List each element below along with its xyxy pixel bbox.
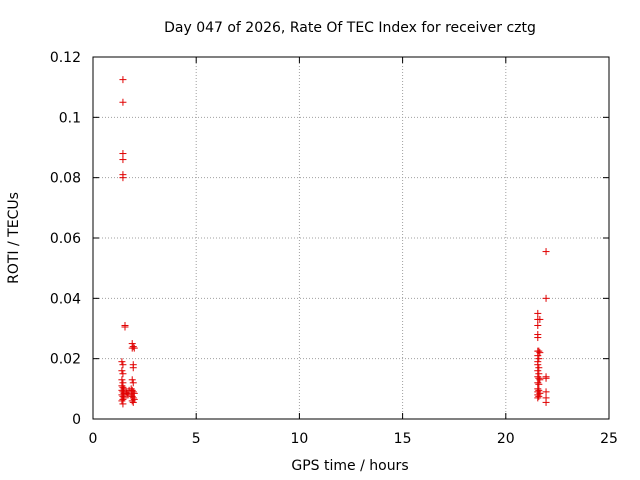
data-point bbox=[121, 323, 129, 331]
x-tick-label: 20 bbox=[497, 431, 515, 447]
y-tick-label: 0.04 bbox=[50, 291, 81, 307]
data-point bbox=[534, 352, 542, 360]
data-points bbox=[118, 76, 550, 408]
data-point bbox=[534, 379, 542, 387]
data-point bbox=[119, 400, 127, 408]
data-point bbox=[129, 398, 137, 406]
data-point bbox=[542, 248, 550, 256]
y-tick-label: 0.08 bbox=[50, 171, 81, 187]
data-point bbox=[119, 174, 127, 182]
data-point bbox=[542, 388, 550, 396]
plot-frame bbox=[92, 56, 610, 420]
data-point bbox=[118, 367, 126, 375]
data-point bbox=[534, 361, 542, 369]
data-point bbox=[536, 315, 544, 323]
data-point bbox=[535, 386, 543, 394]
x-tick-label: 25 bbox=[600, 431, 618, 447]
x-tick-label: 10 bbox=[290, 431, 308, 447]
x-tick-label: 5 bbox=[192, 431, 201, 447]
data-point bbox=[119, 150, 127, 158]
x-tick-label: 0 bbox=[89, 431, 98, 447]
data-point bbox=[535, 364, 543, 372]
data-point bbox=[118, 397, 126, 405]
chart-title: Day 047 of 2026, Rate Of TEC Index for r… bbox=[164, 20, 536, 36]
y-tick-label: 0.1 bbox=[59, 110, 81, 126]
y-tick-label: 0.12 bbox=[50, 50, 81, 66]
y-tick-label: 0 bbox=[72, 412, 81, 428]
data-point bbox=[534, 367, 542, 375]
data-point bbox=[542, 294, 550, 302]
data-point bbox=[128, 376, 136, 384]
y-axis-label: ROTI / TECUs bbox=[6, 192, 22, 284]
data-point bbox=[535, 374, 543, 382]
data-point bbox=[535, 380, 543, 388]
data-point bbox=[118, 358, 126, 366]
y-tick-label: 0.06 bbox=[50, 231, 81, 247]
data-point bbox=[128, 397, 136, 405]
data-point bbox=[535, 392, 543, 400]
data-point bbox=[119, 370, 127, 378]
data-point bbox=[129, 379, 137, 387]
data-point bbox=[542, 374, 550, 382]
x-tick-label: 15 bbox=[394, 431, 412, 447]
data-point bbox=[542, 398, 550, 406]
data-point bbox=[119, 156, 127, 164]
data-point bbox=[118, 376, 126, 384]
data-point bbox=[119, 76, 127, 84]
data-point bbox=[535, 355, 543, 363]
data-point bbox=[119, 98, 127, 106]
data-point bbox=[534, 309, 542, 317]
data-point bbox=[119, 361, 127, 369]
axis-ticks: 0 5 10 15 20 25 0 0.02 0.04 0.06 0.08 0.1 0.12 bbox=[50, 50, 618, 447]
data-point bbox=[534, 394, 542, 402]
data-point bbox=[129, 364, 137, 372]
data-point bbox=[129, 343, 137, 351]
x-axis-label: GPS time / hours bbox=[291, 458, 408, 474]
y-tick-label: 0.02 bbox=[50, 352, 81, 368]
data-point bbox=[535, 347, 543, 355]
grid-lines bbox=[93, 57, 609, 419]
data-point bbox=[534, 321, 542, 329]
data-point bbox=[130, 344, 138, 352]
data-point bbox=[534, 334, 542, 342]
